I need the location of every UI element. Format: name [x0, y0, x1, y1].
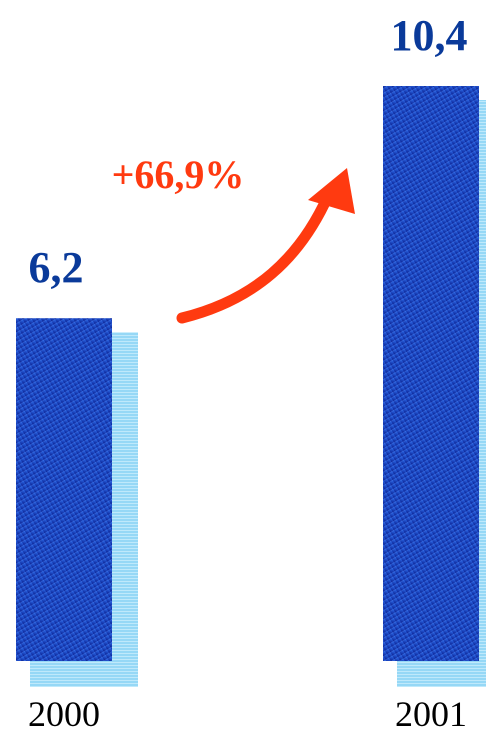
- category-label-2001: 2001: [395, 694, 467, 731]
- growth-percentage-label: +66,9%: [112, 152, 245, 197]
- bars-layer: [16, 86, 486, 687]
- bar-2000: [16, 318, 112, 661]
- value-label-2000: 6,2: [29, 243, 84, 292]
- growth-arrow-head: [308, 168, 355, 214]
- labels-layer: 6,2 2000 10,4 2001: [28, 11, 468, 731]
- category-label-2000: 2000: [28, 694, 100, 731]
- value-label-2001: 10,4: [391, 11, 468, 60]
- growth-arrow: [176, 190, 334, 324]
- bar-2001: [383, 86, 479, 661]
